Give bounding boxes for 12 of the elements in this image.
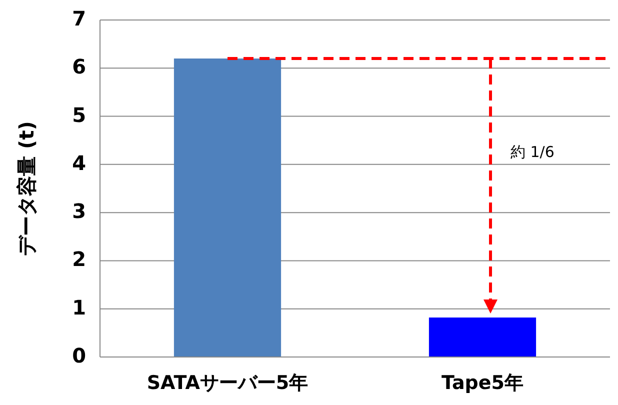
y-tick-label: 2 (72, 247, 86, 272)
y-tick-label: 0 (72, 343, 86, 368)
annotation: 約 1/6 (510, 142, 554, 161)
x-tick-label: SATAサーバー5年 (146, 372, 308, 394)
y-tick-label: 1 (72, 295, 86, 320)
y-tick-label: 4 (72, 150, 86, 175)
x-tick-label: Tape5年 (441, 372, 524, 394)
y-tick-label: 7 (72, 6, 86, 30)
y-tick-label: 5 (72, 102, 86, 127)
y-tick-label: 3 (72, 199, 86, 224)
y-tick-label: 6 (72, 54, 86, 79)
y-axis-title: データ容量 (t) (14, 121, 38, 256)
